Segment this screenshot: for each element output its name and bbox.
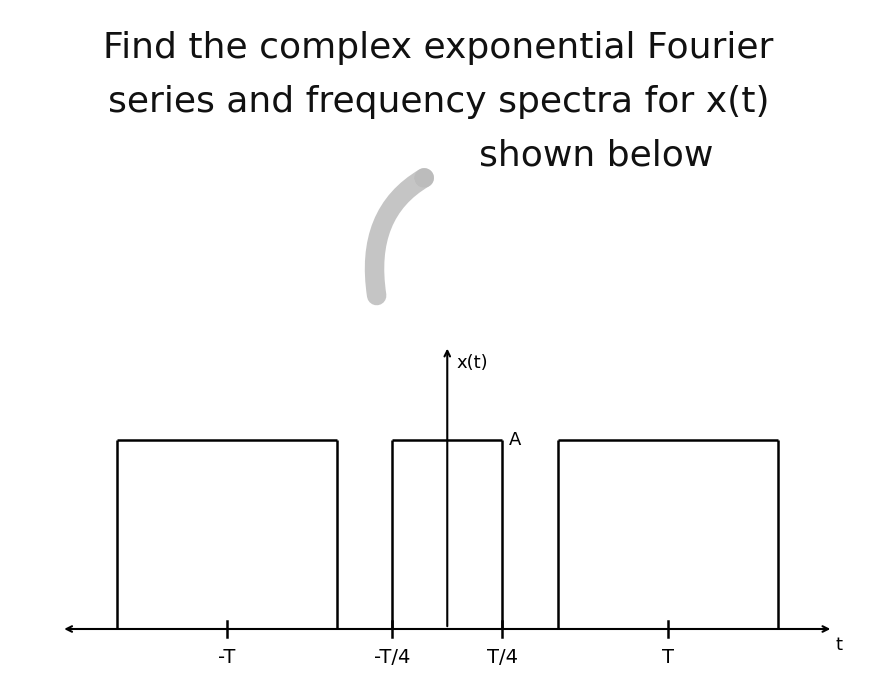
Text: series and frequency spectra for x(t): series and frequency spectra for x(t) [108, 85, 769, 119]
Text: x(t): x(t) [456, 355, 488, 372]
Text: -T: -T [218, 648, 235, 667]
Text: shown below: shown below [479, 139, 714, 173]
Text: Find the complex exponential Fourier: Find the complex exponential Fourier [103, 31, 774, 64]
Text: T/4: T/4 [487, 648, 518, 667]
Text: -T/4: -T/4 [374, 648, 410, 667]
FancyArrowPatch shape [374, 178, 424, 296]
Text: A: A [509, 431, 522, 450]
Text: T: T [662, 648, 674, 667]
Text: t: t [835, 635, 842, 654]
